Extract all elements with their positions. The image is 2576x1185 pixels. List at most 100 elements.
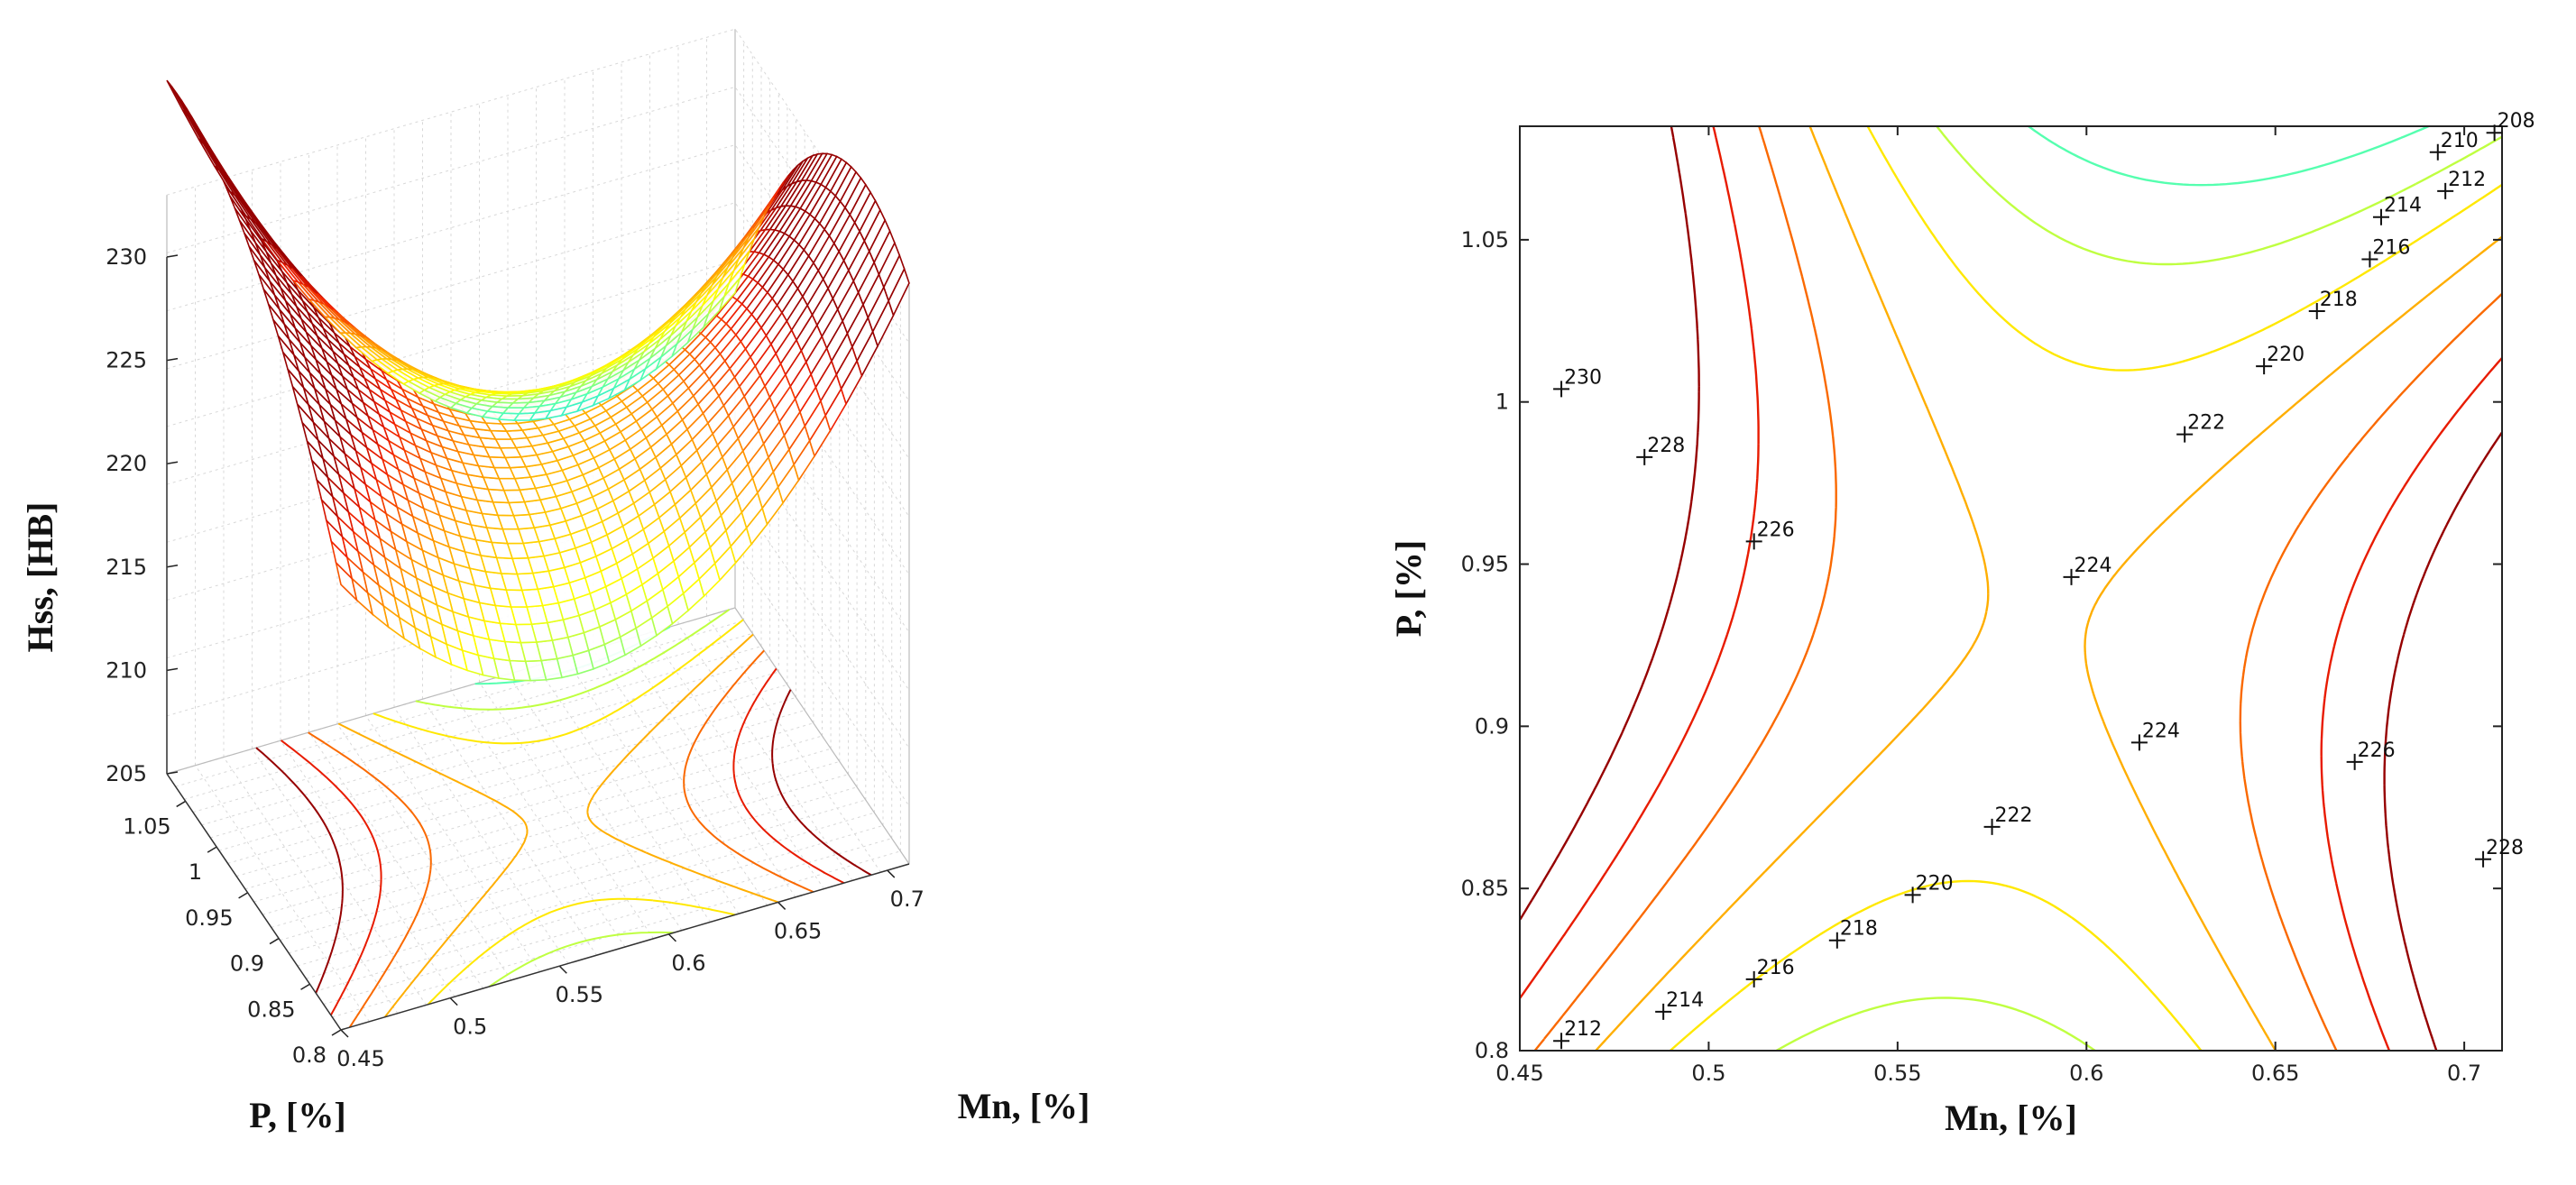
contour-label-marker — [2486, 124, 2503, 142]
contour-lines — [1520, 126, 2502, 1051]
z-tick-label: 210 — [106, 657, 147, 683]
p-tick-label: 0.85 — [247, 997, 295, 1022]
floor-grid-line — [677, 624, 853, 881]
contour-label: 216 — [1757, 957, 1795, 979]
contour-label: 210 — [2441, 130, 2479, 152]
contour-label-marker — [1636, 448, 1653, 465]
mn-tick-label: 0.5 — [453, 1015, 487, 1040]
x-tick-label: 0.5 — [1691, 1061, 1725, 1086]
wall-grid-line — [166, 144, 910, 401]
mn-tick-mark — [887, 869, 896, 878]
contour-label: 230 — [1564, 366, 1602, 389]
floor-grid-line — [306, 812, 875, 979]
p-tick-label: 0.95 — [185, 905, 233, 931]
y-axis-label: P, [%] — [1388, 540, 1429, 637]
contour-line-226 — [1533, 126, 2502, 1051]
floor-grid-line — [323, 838, 892, 1006]
z-tick-mark — [166, 254, 179, 258]
p-tick-mark — [300, 983, 310, 990]
z-tick-label: 205 — [106, 761, 147, 786]
wall-grid-line — [166, 202, 910, 460]
z-tick-label: 225 — [106, 348, 147, 373]
p-tick-mark — [207, 846, 217, 853]
mn-tick-label: 0.55 — [556, 982, 603, 1007]
contour-label-marker — [2256, 358, 2273, 375]
contour-line-222 — [1670, 126, 2502, 1051]
contour-label: 212 — [2448, 169, 2486, 191]
contour-label-marker — [1983, 818, 2001, 835]
z-tick-label: 230 — [106, 244, 147, 270]
surface-mesh — [166, 79, 910, 682]
floor-grid-line — [175, 620, 744, 787]
z-tick-mark — [166, 565, 179, 568]
contour-frame — [1519, 125, 2503, 1052]
contour-label: 224 — [2075, 555, 2112, 577]
floor-contour-228 — [280, 667, 845, 1016]
contour-label-marker — [2475, 850, 2492, 868]
wall-grid-line — [166, 28, 910, 286]
floor-grid-line — [365, 715, 540, 972]
mn-tick-mark — [449, 997, 458, 1006]
contour-label: 222 — [1995, 804, 2033, 827]
floor-grid-line — [280, 739, 455, 997]
contour-label-marker — [1655, 1003, 1672, 1020]
floor-grid-line — [336, 723, 512, 981]
contour-label-marker — [2308, 303, 2325, 319]
contour-label: 212 — [1564, 1018, 1602, 1041]
floor-grid-line — [244, 722, 814, 890]
floor-grid-line — [649, 632, 824, 889]
mn-tick-mark — [558, 965, 567, 974]
contour-label-marker — [2063, 568, 2080, 585]
mn-axis-label: Mn, [%] — [958, 1086, 1090, 1126]
floor-grid-line — [450, 690, 626, 948]
contour-label-marker — [2437, 182, 2454, 199]
mn-tick-label: 0.7 — [890, 886, 925, 912]
contour-label: 226 — [2358, 739, 2396, 762]
mn-tick-label: 0.65 — [774, 918, 822, 943]
contour-line-220 — [1775, 126, 2502, 1051]
floor-contour-226 — [308, 649, 814, 1028]
x-tick-label: 0.6 — [2069, 1061, 2103, 1086]
mn-tick-mark — [667, 933, 676, 942]
x-tick-label: 0.65 — [2251, 1061, 2299, 1086]
p-axis-label: P, [%] — [249, 1095, 345, 1135]
contour-label: 214 — [1666, 989, 1704, 1012]
floor-grid-line — [201, 658, 770, 826]
mn-tick-label: 0.6 — [671, 951, 705, 976]
floor-grid-line — [236, 710, 805, 877]
z-tick-label: 215 — [106, 555, 147, 580]
contour-label: 228 — [2486, 837, 2524, 859]
wall-grid-line — [166, 491, 910, 749]
mn-tick-mark — [777, 901, 787, 910]
contour-chart-panel: 0.45 0.5 0.55 0.6 0.65 0.7 0.8 0.85 0.9 0.95 1 1.05… — [1299, 0, 2576, 1181]
contour-label: 214 — [2384, 195, 2422, 217]
surface-cell — [181, 109, 205, 144]
floor-grid-line — [218, 684, 788, 851]
floor-contour-230 — [255, 689, 872, 994]
contour-label-marker — [2346, 753, 2363, 770]
contour-label: 220 — [1916, 872, 1954, 895]
floor-grid-line — [253, 735, 823, 903]
back-walls — [166, 28, 910, 1031]
floor-grid-line — [195, 765, 370, 1023]
contour-label: 218 — [1840, 918, 1878, 941]
z-axis-label: Hss, [HB] — [20, 502, 60, 653]
p-tick-mark — [238, 892, 248, 899]
contour-label-marker — [2176, 426, 2194, 443]
surface-chart-panel: 205 210 215 220 225 230 0.8 0.85 0.9 0.95 1 1.05 0.4… — [20, 28, 1090, 1135]
contour-line-230 — [1520, 126, 2502, 1051]
x-axis-label: Mn, [%] — [1945, 1098, 2077, 1138]
p-tick-label: 1.05 — [123, 813, 170, 839]
surface-plot: 205 210 215 220 225 230 0.8 0.85 0.9 0.95 1 1.05 0.4… — [20, 28, 1090, 1135]
floor-grid-line — [564, 657, 740, 914]
floor-contour-224 — [337, 633, 779, 1018]
contour-label: 228 — [1647, 435, 1685, 457]
contour-label: 216 — [2372, 236, 2410, 259]
contour-label-marker — [1553, 381, 1570, 398]
y-tick-label: 0.95 — [1461, 552, 1509, 577]
contour-label-marker — [1828, 932, 1845, 949]
contour-label-marker — [2372, 208, 2389, 225]
floor-grid-line — [593, 648, 768, 906]
z-tick-mark — [166, 357, 179, 362]
contour-label: 222 — [2187, 412, 2225, 435]
